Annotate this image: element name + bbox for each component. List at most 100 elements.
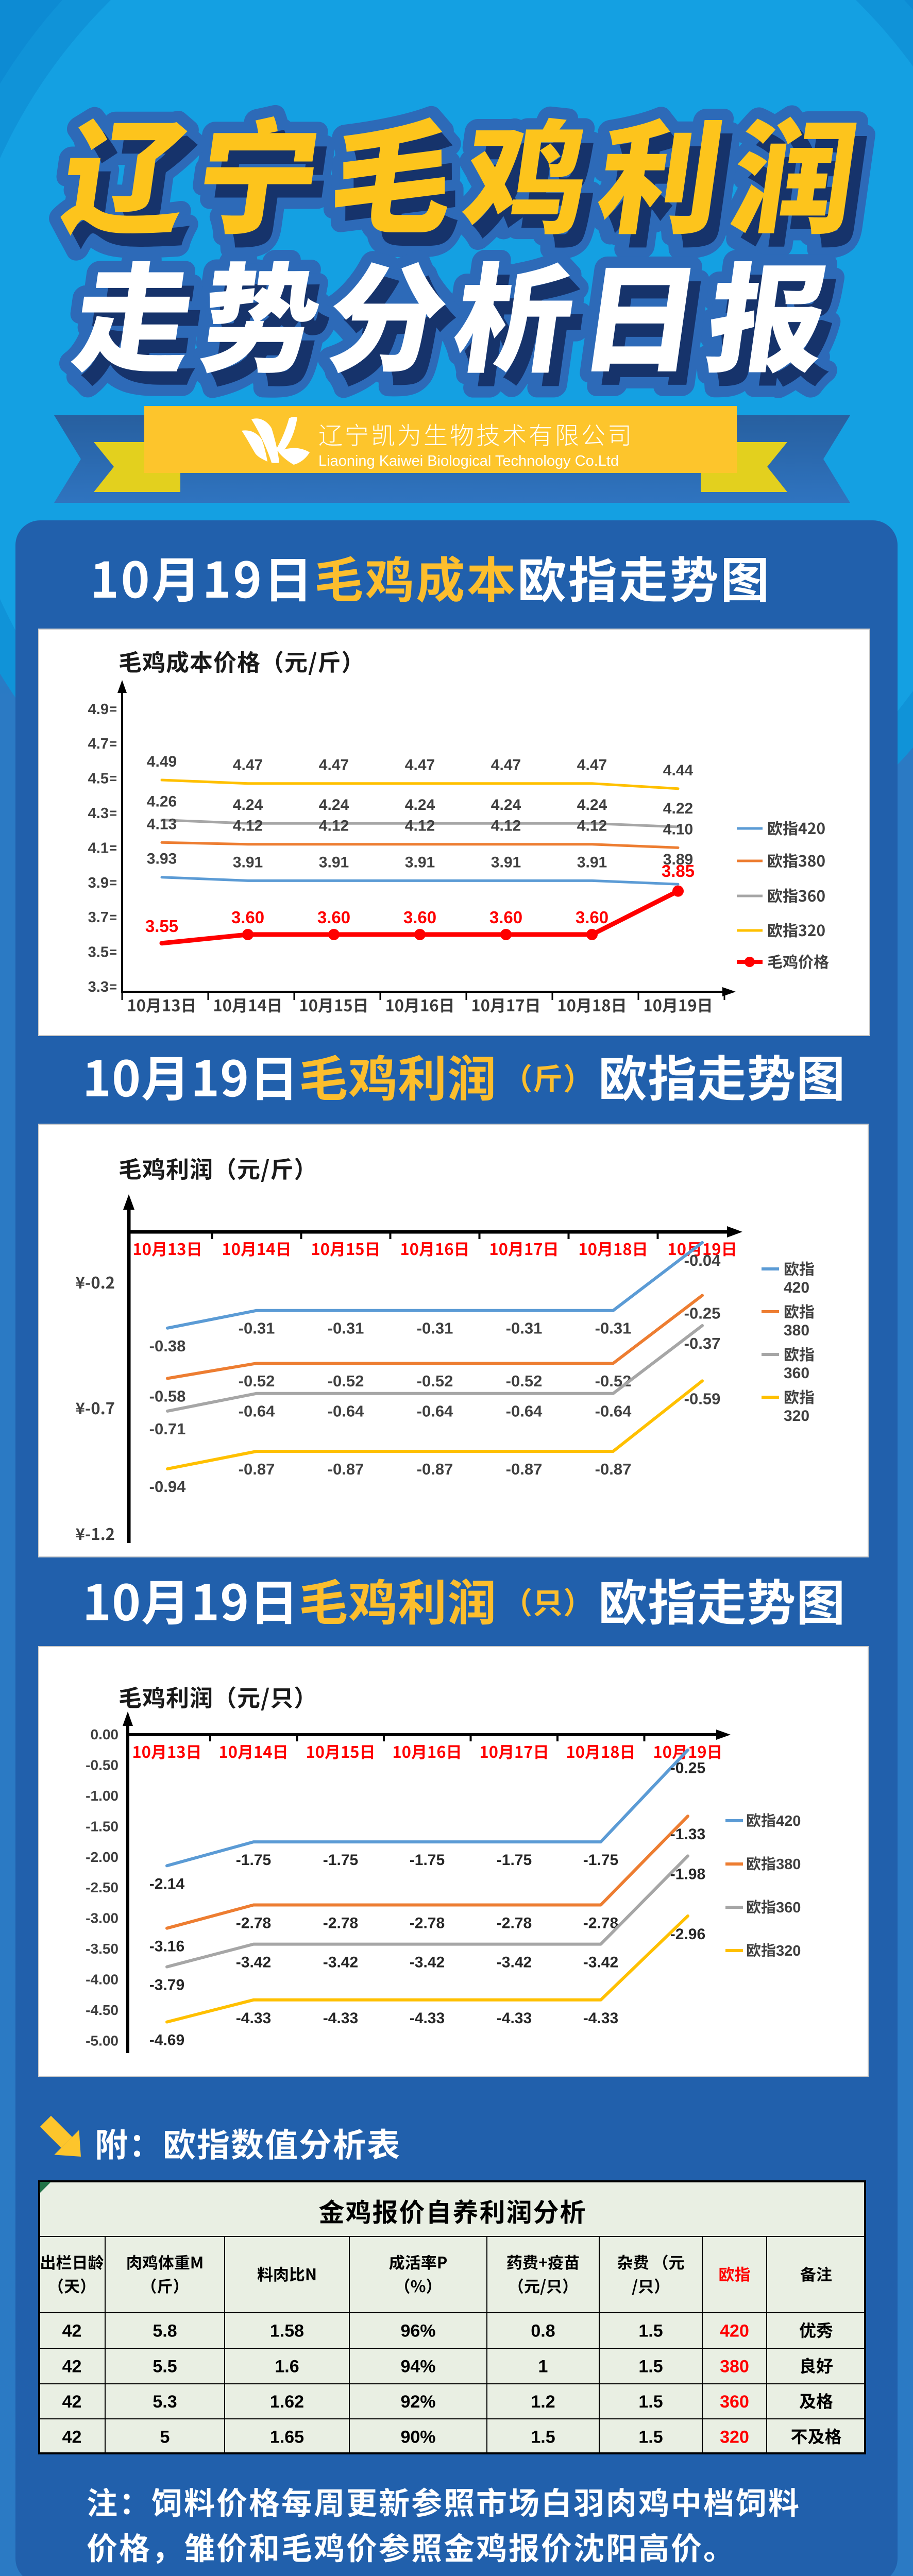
svg-text:-1.50: -1.50	[86, 1818, 119, 1834]
svg-text:-1.75: -1.75	[323, 1852, 358, 1869]
svg-text:0.8: 0.8	[531, 2321, 555, 2341]
svg-text:42: 42	[62, 2357, 82, 2377]
svg-text:320: 320	[776, 1943, 801, 1959]
svg-text:380: 380	[776, 1856, 801, 1873]
svg-text:-0.31: -0.31	[417, 1319, 453, 1337]
svg-text:3.5: 3.5	[88, 944, 109, 961]
svg-text:-2.78: -2.78	[410, 1915, 445, 1932]
svg-text:-0.64: -0.64	[506, 1402, 543, 1420]
svg-text:3.91: 3.91	[577, 854, 607, 871]
svg-text:1.5: 1.5	[638, 2357, 663, 2377]
svg-text:360: 360	[776, 1900, 801, 1916]
svg-text:4.10: 4.10	[663, 821, 693, 838]
svg-text:3.7: 3.7	[88, 909, 109, 926]
svg-text:5.5: 5.5	[153, 2357, 177, 2377]
svg-text:-0.50: -0.50	[86, 1757, 119, 1773]
svg-text:4.24: 4.24	[491, 796, 521, 814]
svg-text:-5.00: -5.00	[86, 2033, 119, 2049]
svg-text:-2.78: -2.78	[583, 1915, 618, 1932]
svg-text:4.49: 4.49	[147, 753, 177, 770]
svg-text:420: 420	[720, 2321, 749, 2341]
svg-text:1.62: 1.62	[270, 2392, 304, 2412]
svg-text:-0.31: -0.31	[328, 1319, 364, 1337]
svg-text:-0.64: -0.64	[595, 1402, 632, 1420]
svg-text:-0.52: -0.52	[506, 1372, 543, 1390]
svg-text:4.47: 4.47	[233, 757, 263, 774]
svg-text:-1.75: -1.75	[497, 1852, 532, 1869]
svg-text:-4.50: -4.50	[86, 2002, 119, 2018]
svg-text:Liaoning Kaiwei Biological Tec: Liaoning Kaiwei Biological Technology Co…	[318, 453, 619, 469]
svg-text:-0.87: -0.87	[328, 1460, 364, 1478]
svg-text:-1.75: -1.75	[583, 1852, 618, 1869]
svg-text:3.60: 3.60	[231, 908, 264, 927]
svg-text:420: 420	[776, 1813, 801, 1829]
svg-text:42: 42	[62, 2392, 82, 2412]
svg-text:4.26: 4.26	[147, 793, 177, 810]
svg-text:4.12: 4.12	[577, 818, 607, 835]
svg-text:-2.78: -2.78	[323, 1915, 358, 1932]
svg-text:-1.75: -1.75	[410, 1852, 445, 1869]
svg-text:42: 42	[62, 2428, 82, 2447]
svg-text:42: 42	[62, 2321, 82, 2341]
svg-text:4.1: 4.1	[88, 840, 109, 856]
svg-text:-1.33: -1.33	[670, 1826, 705, 1843]
svg-text:94%: 94%	[400, 2357, 435, 2377]
svg-text:-0.87: -0.87	[506, 1460, 543, 1478]
svg-text:-1.75: -1.75	[236, 1852, 271, 1869]
svg-text:4.24: 4.24	[405, 796, 435, 814]
svg-text:3.60: 3.60	[317, 908, 350, 927]
svg-text:92%: 92%	[400, 2392, 435, 2412]
svg-text:-0.58: -0.58	[149, 1387, 186, 1405]
svg-text:-0.87: -0.87	[239, 1460, 275, 1478]
svg-text:-1.98: -1.98	[670, 1866, 705, 1883]
svg-text:4.5: 4.5	[88, 771, 109, 787]
svg-text:4.47: 4.47	[405, 757, 435, 774]
svg-text:-0.87: -0.87	[417, 1460, 453, 1478]
svg-text:-4.33: -4.33	[583, 2010, 618, 2027]
svg-text:3.55: 3.55	[145, 917, 178, 936]
svg-text:3.89: 3.89	[663, 851, 693, 868]
svg-text:380: 380	[784, 1322, 809, 1339]
svg-text:4.12: 4.12	[233, 818, 263, 835]
svg-text:-0.52: -0.52	[595, 1372, 632, 1390]
svg-text:-0.64: -0.64	[417, 1402, 453, 1420]
svg-text:-0.52: -0.52	[239, 1372, 275, 1390]
svg-text:-2.50: -2.50	[86, 1879, 119, 1895]
svg-text:-0.25: -0.25	[670, 1760, 705, 1777]
svg-text:3.60: 3.60	[576, 908, 608, 927]
svg-text:-4.00: -4.00	[86, 1972, 119, 1988]
svg-text:-0.38: -0.38	[149, 1337, 186, 1355]
svg-text:90%: 90%	[400, 2428, 435, 2447]
svg-text:-3.00: -3.00	[86, 1910, 119, 1926]
svg-text:3.91: 3.91	[319, 854, 349, 871]
svg-text:-0.31: -0.31	[595, 1319, 632, 1337]
svg-text:-3.42: -3.42	[497, 1954, 532, 1971]
svg-text:-4.33: -4.33	[410, 2010, 445, 2027]
svg-text:3.93: 3.93	[147, 851, 177, 868]
svg-text:-4.33: -4.33	[497, 2010, 532, 2027]
svg-text:380: 380	[720, 2357, 749, 2377]
svg-text:4.22: 4.22	[663, 800, 693, 817]
svg-text:-0.59: -0.59	[684, 1389, 721, 1408]
svg-text:-3.42: -3.42	[236, 1954, 271, 1971]
svg-text:-3.42: -3.42	[323, 1954, 358, 1971]
svg-text:-1.00: -1.00	[86, 1788, 119, 1804]
svg-text:-0.31: -0.31	[506, 1319, 543, 1337]
svg-text:420: 420	[784, 1279, 809, 1296]
svg-text:-0.31: -0.31	[239, 1319, 275, 1337]
svg-text:3.91: 3.91	[491, 854, 521, 871]
svg-text:1.5: 1.5	[638, 2428, 663, 2447]
svg-text:5.3: 5.3	[153, 2392, 177, 2412]
svg-text:-0.37: -0.37	[684, 1334, 721, 1352]
svg-text:4.13: 4.13	[147, 816, 177, 833]
svg-text:-2.78: -2.78	[497, 1915, 532, 1932]
svg-text:-0.87: -0.87	[595, 1460, 632, 1478]
svg-text:360: 360	[720, 2392, 749, 2412]
svg-text:3.3: 3.3	[88, 979, 109, 995]
svg-text:-4.69: -4.69	[149, 2032, 184, 2049]
svg-text:1.2: 1.2	[531, 2392, 555, 2412]
svg-text:4.24: 4.24	[233, 796, 263, 814]
svg-text:-2.96: -2.96	[670, 1926, 705, 1943]
svg-text:360: 360	[784, 1365, 809, 1382]
svg-text:3.60: 3.60	[489, 908, 522, 927]
